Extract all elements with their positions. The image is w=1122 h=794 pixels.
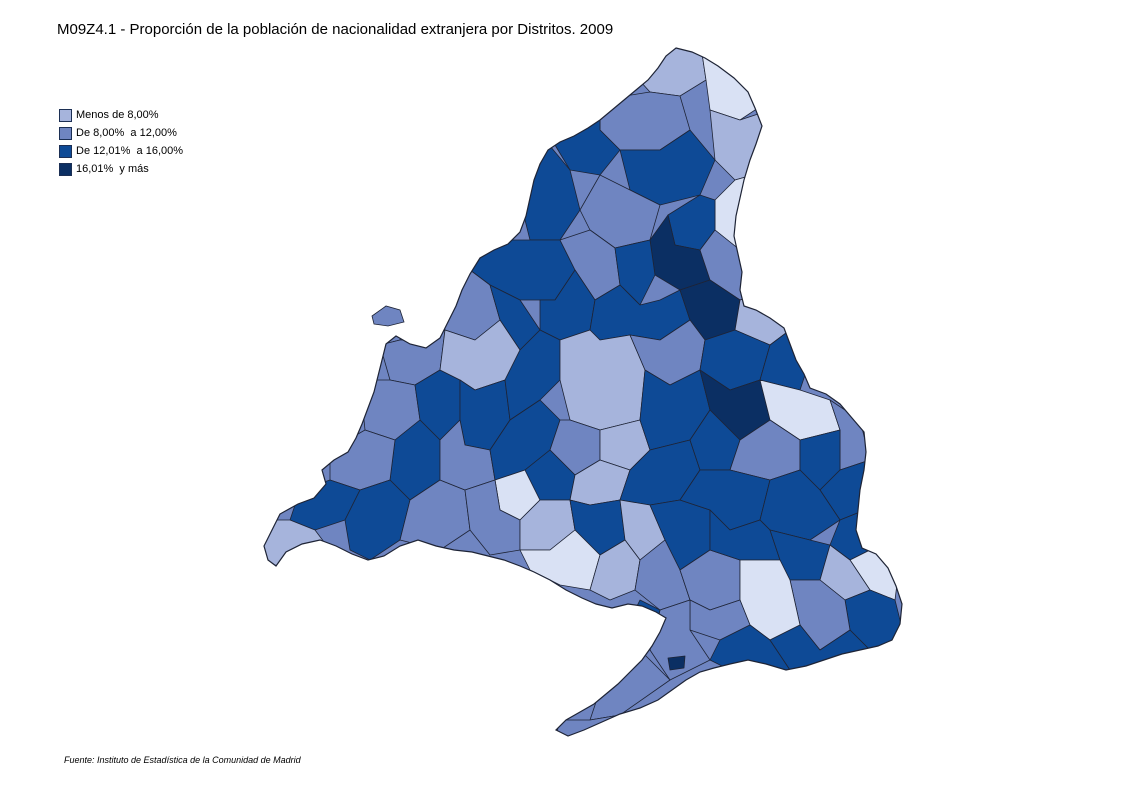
legend-item-high: De 12,01% a 16,00% — [59, 142, 183, 160]
legend-item-mid: De 8,00% a 12,00% — [59, 124, 183, 142]
map-legend: Menos de 8,00% De 8,00% a 12,00% De 12,0… — [59, 106, 183, 178]
legend-swatch-top — [59, 162, 72, 176]
legend-item-top: 16,01% y más — [59, 160, 183, 178]
legend-label-top: 16,01% y más — [76, 163, 149, 175]
map-title: M09Z4.1 - Proporción de la población de … — [57, 21, 614, 38]
legend-label-low: Menos de 8,00% — [76, 109, 159, 121]
legend-label-mid: De 8,00% a 12,00% — [76, 127, 177, 139]
legend-label-high: De 12,01% a 16,00% — [76, 145, 184, 157]
legend-swatch-low — [59, 108, 72, 122]
legend-item-low: Menos de 8,00% — [59, 106, 183, 124]
enclave-district — [371, 305, 405, 327]
district-polygons — [264, 48, 902, 736]
region-outline — [263, 47, 903, 737]
legend-swatch-high — [59, 144, 72, 158]
legend-swatch-mid — [59, 126, 72, 140]
source-note: Fuente: Instituto de Estadística de la C… — [64, 755, 301, 765]
